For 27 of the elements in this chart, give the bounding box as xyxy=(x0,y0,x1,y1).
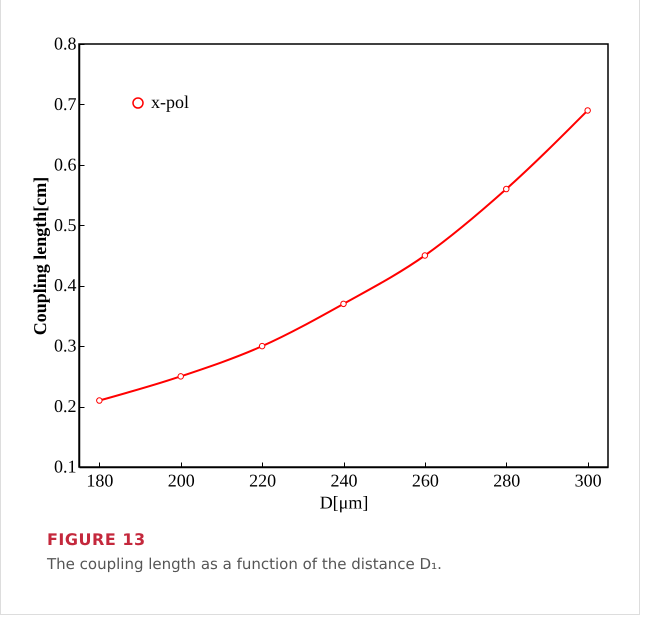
legend-label: x-pol xyxy=(151,92,189,112)
x-tick-label: 280 xyxy=(493,470,520,490)
point xyxy=(584,107,591,114)
point xyxy=(177,373,184,380)
point xyxy=(96,397,103,404)
y-tick-label: 0.1 xyxy=(54,456,76,476)
y-tick-label: 0.7 xyxy=(54,94,76,114)
point xyxy=(503,186,510,192)
x-tick-label: 180 xyxy=(86,470,114,490)
y-tick-label: 0.2 xyxy=(54,396,76,416)
y-axis-title: Coupling length[cm] xyxy=(30,176,50,336)
y-tick-label: 0.3 xyxy=(54,336,76,356)
x-tick-label: 240 xyxy=(330,470,358,490)
y-tick-label: 0.6 xyxy=(54,154,76,174)
y-tick-label: 0.8 xyxy=(54,34,76,54)
y-tick-label: 0.4 xyxy=(54,275,76,296)
x-tick-label: 260 xyxy=(412,470,439,490)
x-tick-label: 200 xyxy=(168,470,195,490)
point xyxy=(422,252,428,259)
x-axis-title: D[μm] xyxy=(320,492,368,512)
point xyxy=(258,342,266,350)
caption: FIGURE 13 xyxy=(47,530,147,549)
text: The coupling length as a function of the distance D₁. xyxy=(47,555,442,573)
point xyxy=(340,300,347,308)
x-tick-label: 220 xyxy=(249,470,276,490)
x-tick-label: 300 xyxy=(574,470,602,490)
y-tick-label: 0.5 xyxy=(54,214,76,235)
